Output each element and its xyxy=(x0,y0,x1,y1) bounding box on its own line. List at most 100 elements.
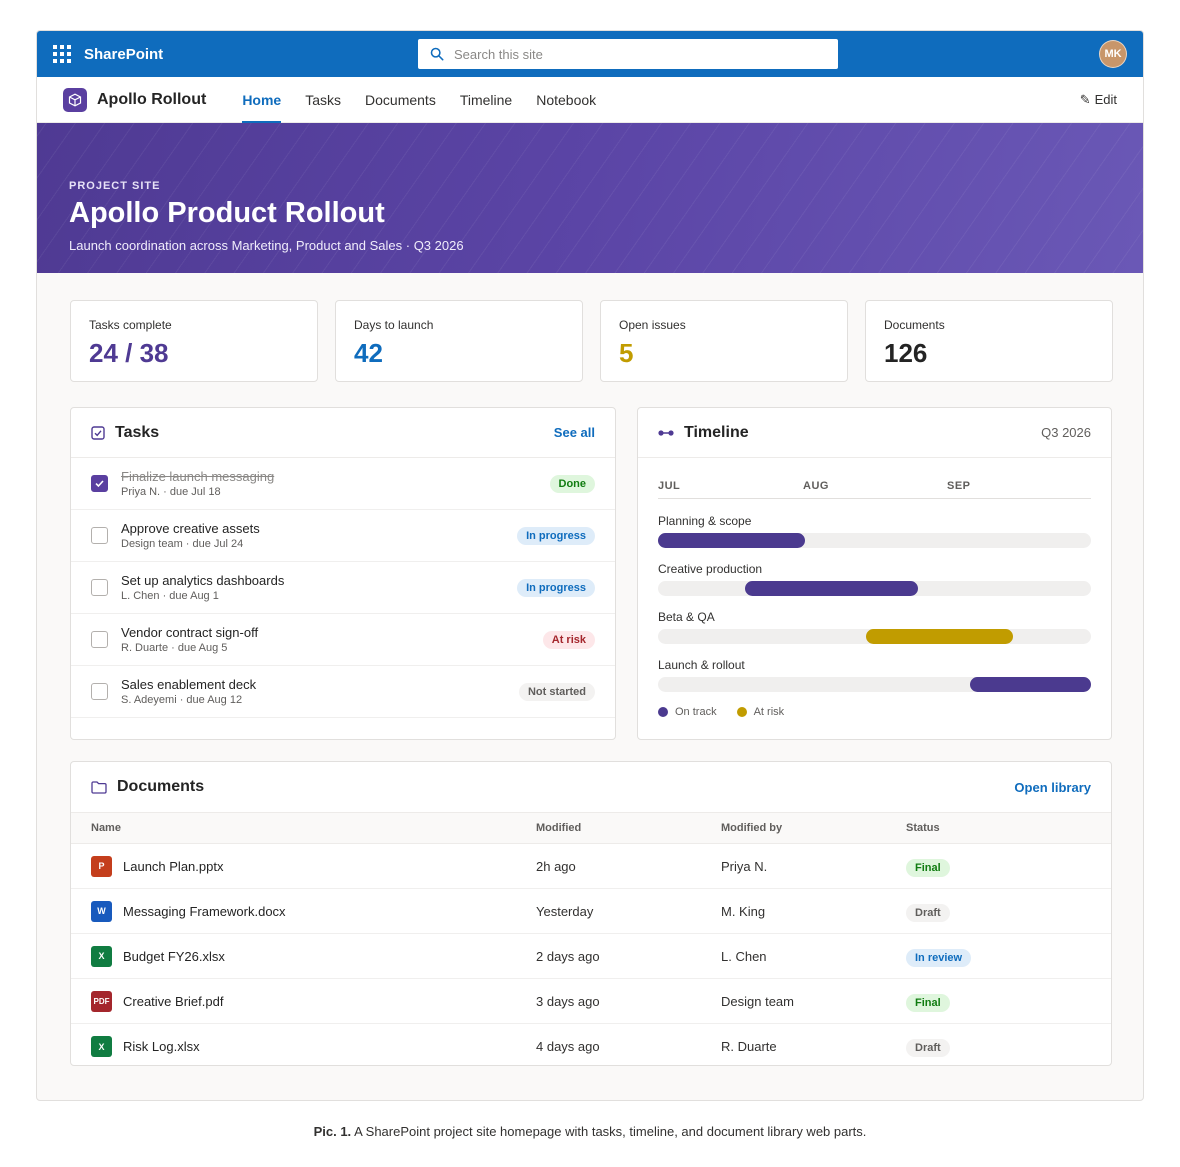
column-status[interactable]: Status xyxy=(906,822,940,834)
modified-by-cell: R. Duarte xyxy=(721,1039,777,1054)
hero-title: Apollo Product Rollout xyxy=(69,197,385,229)
task-row[interactable]: Vendor contract sign-off R. Duarte · due… xyxy=(71,614,615,666)
timeline-bar[interactable] xyxy=(865,629,1014,644)
search-box[interactable] xyxy=(418,39,838,69)
task-title: Sales enablement deck xyxy=(121,677,257,692)
task-row[interactable]: Sales enablement deck S. Adeyemi · due A… xyxy=(71,666,615,718)
timeline-row-label: Launch & rollout xyxy=(658,658,745,672)
file-name[interactable]: Creative Brief.pdf xyxy=(123,993,224,1009)
task-row[interactable]: Approve creative assets Design team · du… xyxy=(71,510,615,562)
timeline-track xyxy=(658,533,1091,548)
table-row[interactable]: X Budget FY26.xlsx 2 days ago L. Chen In… xyxy=(71,934,1111,979)
timeline-bar[interactable] xyxy=(658,533,806,548)
hero-eyebrow: PROJECT SITE xyxy=(69,180,161,192)
stat-tasks-complete: Tasks complete 24 / 38 xyxy=(70,300,318,382)
task-checkbox[interactable] xyxy=(91,579,108,596)
task-title: Vendor contract sign-off xyxy=(121,625,259,640)
figure-caption: Pic. 1. A SharePoint project site homepa… xyxy=(0,1124,1180,1139)
timeline-title: Timeline xyxy=(684,423,749,441)
status-badge: Draft xyxy=(906,1039,950,1057)
stat-label: Tasks complete xyxy=(89,318,172,332)
table-row[interactable]: PDF Creative Brief.pdf 3 days ago Design… xyxy=(71,979,1111,1024)
documents-title: Documents xyxy=(117,778,205,795)
see-all-link[interactable]: See all xyxy=(553,425,595,440)
nav-timeline[interactable]: Timeline xyxy=(459,91,513,108)
documents-webpart: Documents Open library Name Modified Mod… xyxy=(70,761,1112,1066)
timeline-icon xyxy=(658,429,674,436)
task-row[interactable]: Finalize launch messaging Priya N. · due… xyxy=(71,458,615,510)
task-meta: Priya N. · due Jul 18 xyxy=(121,486,221,498)
modified-cell: 4 days ago xyxy=(536,1039,600,1054)
file-name[interactable]: Risk Log.xlsx xyxy=(123,1039,200,1054)
caption-text: A SharePoint project site homepage with … xyxy=(354,1124,867,1139)
timeline-legend: On track At risk xyxy=(658,706,784,718)
documents-header: Documents Open library xyxy=(71,762,1111,812)
tasks-title: Tasks xyxy=(115,423,160,441)
hero-banner: PROJECT SITE Apollo Product Rollout Laun… xyxy=(37,123,1143,273)
stat-open-issues: Open issues 5 xyxy=(600,300,848,382)
file-name[interactable]: Messaging Framework.docx xyxy=(123,903,286,919)
modified-cell: 2h ago xyxy=(536,858,576,874)
edit-label: Edit xyxy=(1094,92,1117,107)
nav-tasks[interactable]: Tasks xyxy=(305,91,342,108)
status-badge: In progress xyxy=(517,526,595,545)
table-row[interactable]: W Messaging Framework.docx Yesterday M. … xyxy=(71,889,1111,934)
timeline-body: JUL AUG SEP Planning & scope Creative pro… xyxy=(638,458,1111,692)
excel-file-icon: X xyxy=(91,945,112,967)
status-badge: Final xyxy=(906,858,950,877)
file-name[interactable]: Budget FY26.xlsx xyxy=(123,948,225,964)
column-modified-by[interactable]: Modified by xyxy=(721,822,783,834)
timeline-track xyxy=(658,581,1091,596)
stat-label: Days to launch xyxy=(354,318,434,332)
timeline-row: Creative production xyxy=(658,547,1091,596)
task-checkbox[interactable] xyxy=(91,683,108,700)
timeline-header: Timeline Q3 2026 xyxy=(638,408,1111,458)
avatar[interactable]: MK xyxy=(1099,40,1127,68)
stat-label: Documents xyxy=(884,318,945,332)
hero-subtitle: Launch coordination across Marketing, Pr… xyxy=(69,238,464,253)
modified-by-cell: L. Chen xyxy=(721,948,767,964)
column-modified[interactable]: Modified xyxy=(536,822,582,834)
app-launcher-icon[interactable] xyxy=(53,45,71,63)
site-logo-icon[interactable] xyxy=(63,87,87,112)
timeline-row: Beta & QA xyxy=(658,595,1091,644)
modified-by-cell: Design team xyxy=(721,993,794,1009)
tasks-webpart: Tasks See all Finalize launch messaging … xyxy=(70,407,616,740)
task-checkbox[interactable] xyxy=(91,475,108,492)
legend-at-risk: At risk xyxy=(736,706,784,718)
modified-cell: Yesterday xyxy=(536,903,594,919)
status-badge: In review xyxy=(906,948,972,967)
status-badge: Draft xyxy=(906,903,950,922)
task-checkbox[interactable] xyxy=(91,527,108,544)
column-name[interactable]: Name xyxy=(91,822,121,834)
timeline-period: Q3 2026 xyxy=(1041,425,1091,440)
status-badge: Done xyxy=(549,474,595,493)
timeline-track xyxy=(658,629,1091,644)
check-icon xyxy=(95,480,104,488)
timeline-bar[interactable] xyxy=(969,677,1091,692)
nav-documents[interactable]: Documents xyxy=(365,91,436,108)
stat-label: Open issues xyxy=(619,318,686,332)
task-checkbox[interactable] xyxy=(91,631,108,648)
site-header: Apollo Rollout Home Tasks Documents Time… xyxy=(37,77,1143,123)
nav-home[interactable]: Home xyxy=(230,77,293,123)
task-title: Set up analytics dashboards xyxy=(121,573,285,588)
brand-name[interactable]: SharePoint xyxy=(84,45,164,63)
month-label: JUL xyxy=(658,480,681,492)
site-name[interactable]: Apollo Rollout xyxy=(97,90,207,108)
task-row[interactable]: Set up analytics dashboards L. Chen · du… xyxy=(71,562,615,614)
table-row[interactable]: X Risk Log.xlsx 4 days ago R. Duarte Dra… xyxy=(71,1024,1111,1065)
file-name[interactable]: Launch Plan.pptx xyxy=(123,858,224,874)
search-input[interactable] xyxy=(454,46,814,62)
tasks-header: Tasks See all xyxy=(71,408,615,458)
timeline-row-label: Planning & scope xyxy=(658,514,752,528)
modified-cell: 3 days ago xyxy=(536,993,600,1009)
table-row[interactable]: P Launch Plan.pptx 2h ago Priya N. Final xyxy=(71,844,1111,889)
nav-notebook[interactable]: Notebook xyxy=(536,91,597,108)
documents-table-header: Name Modified Modified by Status xyxy=(71,812,1111,844)
edit-button[interactable]: ✎ Edit xyxy=(1080,92,1117,108)
open-library-link[interactable]: Open library xyxy=(1014,779,1091,795)
timeline-row: Launch & rollout xyxy=(658,643,1091,692)
timeline-bar[interactable] xyxy=(744,581,918,596)
status-badge: At risk xyxy=(542,630,595,649)
